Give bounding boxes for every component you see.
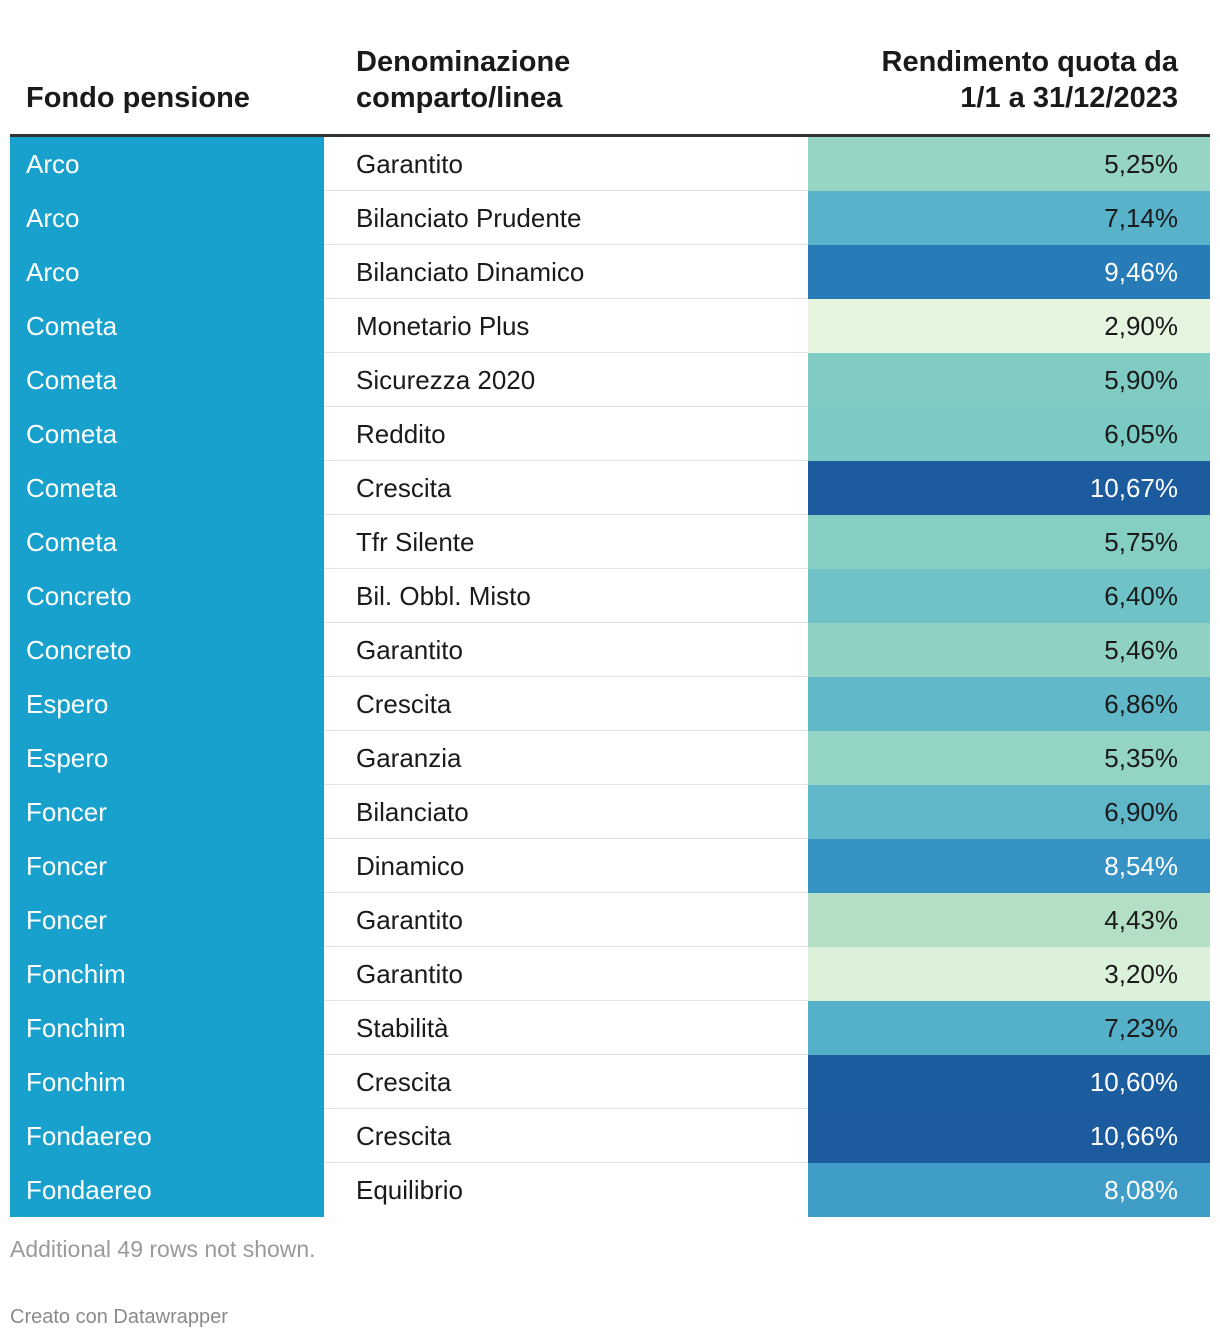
cell-rendimento: 5,46% [808, 623, 1210, 677]
cell-fondo: Arco [10, 137, 324, 191]
cell-rendimento: 10,66% [808, 1109, 1210, 1163]
cell-fondo: Fondaereo [10, 1163, 324, 1217]
cell-fondo: Fondaereo [10, 1109, 324, 1163]
cell-fondo: Foncer [10, 893, 324, 947]
cell-fondo: Fonchim [10, 1055, 324, 1109]
table-row: Espero Crescita 6,86% [10, 677, 1210, 731]
cell-comparto: Stabilità [324, 1001, 808, 1055]
cell-fondo: Concreto [10, 623, 324, 677]
cell-comparto: Garanzia [324, 731, 808, 785]
column-header-fondo[interactable]: Fondo pensione [26, 82, 250, 114]
cell-comparto: Reddito [324, 407, 808, 461]
cell-comparto: Garantito [324, 137, 808, 191]
cell-fondo: Cometa [10, 461, 324, 515]
table-row: Concreto Bil. Obbl. Misto 6,40% [10, 569, 1210, 623]
cell-fondo: Cometa [10, 407, 324, 461]
cell-fondo: Arco [10, 191, 324, 245]
rows-hidden-note: Additional 49 rows not shown. [10, 1236, 316, 1262]
table-header: Fondo pensione Denominazione comparto/lin… [10, 30, 1210, 137]
cell-fondo: Fonchim [10, 1001, 324, 1055]
data-table: Fondo pensione Denominazione comparto/lin… [10, 30, 1210, 1217]
table-row: Foncer Garantito 4,43% [10, 893, 1210, 947]
table-row: Arco Bilanciato Prudente 7,14% [10, 191, 1210, 245]
cell-comparto: Bilanciato [324, 785, 808, 839]
table-row: Arco Bilanciato Dinamico 9,46% [10, 245, 1210, 299]
cell-comparto: Crescita [324, 1109, 808, 1163]
table-row: Espero Garanzia 5,35% [10, 731, 1210, 785]
table-row: Fonchim Stabilità 7,23% [10, 1001, 1210, 1055]
cell-rendimento: 6,05% [808, 407, 1210, 461]
cell-comparto: Garantito [324, 947, 808, 1001]
cell-comparto: Crescita [324, 677, 808, 731]
cell-comparto: Garantito [324, 893, 808, 947]
cell-comparto: Crescita [324, 461, 808, 515]
cell-fondo: Foncer [10, 785, 324, 839]
cell-comparto: Garantito [324, 623, 808, 677]
cell-rendimento: 4,43% [808, 893, 1210, 947]
cell-fondo: Cometa [10, 515, 324, 569]
cell-rendimento: 6,40% [808, 569, 1210, 623]
cell-rendimento: 3,20% [808, 947, 1210, 1001]
column-header-rendimento[interactable]: Rendimento quota da 1/1 a 31/12/2023 [881, 46, 1178, 114]
cell-comparto: Monetario Plus [324, 299, 808, 353]
table-row: Cometa Sicurezza 2020 5,90% [10, 353, 1210, 407]
table-row: Cometa Reddito 6,05% [10, 407, 1210, 461]
cell-fondo: Cometa [10, 299, 324, 353]
cell-rendimento: 9,46% [808, 245, 1210, 299]
cell-comparto: Tfr Silente [324, 515, 808, 569]
table-row: Concreto Garantito 5,46% [10, 623, 1210, 677]
cell-rendimento: 6,86% [808, 677, 1210, 731]
table-row: Cometa Crescita 10,67% [10, 461, 1210, 515]
cell-rendimento: 7,23% [808, 1001, 1210, 1055]
table-row: Cometa Monetario Plus 2,90% [10, 299, 1210, 353]
datawrapper-credit[interactable]: Creato con Datawrapper [10, 1306, 228, 1328]
cell-rendimento: 8,54% [808, 839, 1210, 893]
cell-comparto: Sicurezza 2020 [324, 353, 808, 407]
table-row: Fonchim Crescita 10,60% [10, 1055, 1210, 1109]
table-row: Foncer Dinamico 8,54% [10, 839, 1210, 893]
table-row: Fonchim Garantito 3,20% [10, 947, 1210, 1001]
cell-comparto: Bilanciato Prudente [324, 191, 808, 245]
cell-comparto: Bilanciato Dinamico [324, 245, 808, 299]
cell-rendimento: 10,67% [808, 461, 1210, 515]
column-header-comparto[interactable]: Denominazione comparto/linea [356, 46, 571, 114]
cell-comparto: Crescita [324, 1055, 808, 1109]
cell-rendimento: 6,90% [808, 785, 1210, 839]
cell-rendimento: 5,25% [808, 137, 1210, 191]
cell-fondo: Fonchim [10, 947, 324, 1001]
cell-rendimento: 5,90% [808, 353, 1210, 407]
cell-fondo: Foncer [10, 839, 324, 893]
cell-fondo: Espero [10, 731, 324, 785]
table-row: Fondaereo Equilibrio 8,08% [10, 1163, 1210, 1217]
cell-rendimento: 2,90% [808, 299, 1210, 353]
table-row: Arco Garantito 5,25% [10, 137, 1210, 191]
table-body: Arco Garantito 5,25% Arco Bilanciato Prudent… [10, 137, 1210, 1217]
table-row: Foncer Bilanciato 6,90% [10, 785, 1210, 839]
table-row: Cometa Tfr Silente 5,75% [10, 515, 1210, 569]
cell-rendimento: 7,14% [808, 191, 1210, 245]
cell-rendimento: 5,35% [808, 731, 1210, 785]
cell-rendimento: 8,08% [808, 1163, 1210, 1217]
cell-rendimento: 5,75% [808, 515, 1210, 569]
table-row: Fondaereo Crescita 10,66% [10, 1109, 1210, 1163]
cell-fondo: Arco [10, 245, 324, 299]
cell-rendimento: 10,60% [808, 1055, 1210, 1109]
cell-fondo: Cometa [10, 353, 324, 407]
cell-comparto: Equilibrio [356, 1175, 463, 1205]
cell-comparto: Bil. Obbl. Misto [324, 569, 808, 623]
cell-fondo: Espero [10, 677, 324, 731]
cell-fondo: Concreto [10, 569, 324, 623]
cell-comparto: Dinamico [324, 839, 808, 893]
